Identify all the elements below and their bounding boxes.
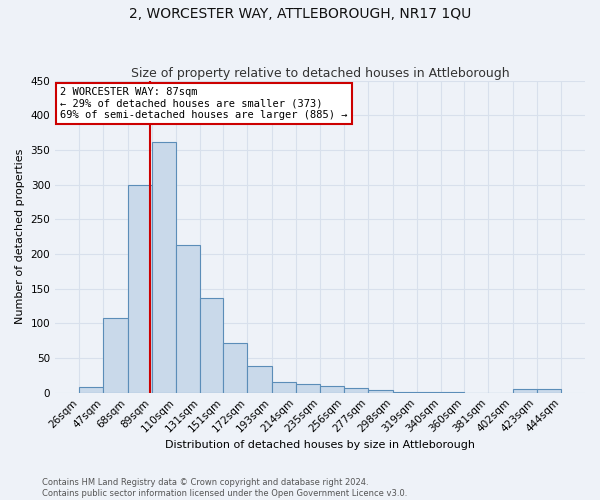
Bar bbox=[152, 142, 176, 392]
Bar bbox=[537, 390, 561, 392]
Bar bbox=[344, 388, 368, 392]
Bar bbox=[223, 344, 247, 392]
Bar bbox=[247, 366, 272, 392]
Y-axis label: Number of detached properties: Number of detached properties bbox=[15, 149, 25, 324]
Bar bbox=[512, 390, 537, 392]
Bar bbox=[176, 245, 200, 392]
Bar bbox=[272, 382, 296, 392]
Text: 2 WORCESTER WAY: 87sqm
← 29% of detached houses are smaller (373)
69% of semi-de: 2 WORCESTER WAY: 87sqm ← 29% of detached… bbox=[61, 87, 348, 120]
Bar bbox=[296, 384, 320, 392]
Bar bbox=[103, 318, 128, 392]
Text: 2, WORCESTER WAY, ATTLEBOROUGH, NR17 1QU: 2, WORCESTER WAY, ATTLEBOROUGH, NR17 1QU bbox=[129, 8, 471, 22]
Bar bbox=[320, 386, 344, 392]
Bar bbox=[368, 390, 392, 392]
Bar bbox=[128, 184, 152, 392]
Text: Contains HM Land Registry data © Crown copyright and database right 2024.
Contai: Contains HM Land Registry data © Crown c… bbox=[42, 478, 407, 498]
Title: Size of property relative to detached houses in Attleborough: Size of property relative to detached ho… bbox=[131, 66, 509, 80]
Bar bbox=[200, 298, 223, 392]
X-axis label: Distribution of detached houses by size in Attleborough: Distribution of detached houses by size … bbox=[165, 440, 475, 450]
Bar bbox=[79, 387, 103, 392]
